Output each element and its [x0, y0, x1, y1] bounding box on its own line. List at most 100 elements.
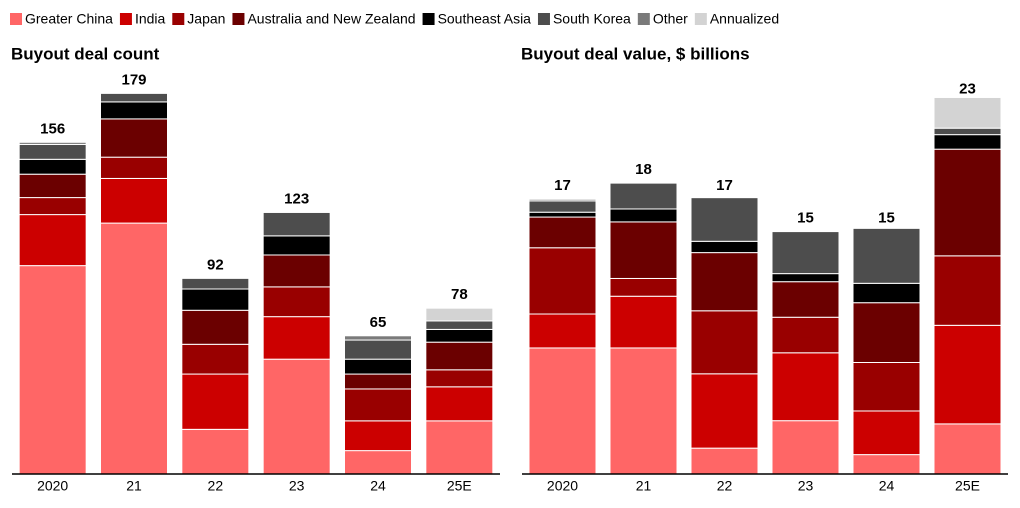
legend-label: South Korea — [553, 11, 631, 27]
legend-label: Australia and New Zealand — [247, 11, 415, 27]
bar-segment — [528, 200, 597, 213]
x-tick-label: 2020 — [37, 478, 68, 494]
bar-segment — [690, 310, 759, 375]
bar-segment — [852, 282, 921, 304]
total-label: 78 — [451, 286, 468, 303]
bar-segment — [425, 341, 494, 371]
legend-swatch — [637, 13, 650, 25]
bar-segment — [933, 127, 1002, 136]
bar-segment — [933, 324, 1002, 425]
bar-segment — [18, 143, 87, 160]
bar-segment — [852, 454, 921, 475]
bar-segment — [609, 221, 678, 279]
total-label: 92 — [207, 256, 224, 273]
bar-segment — [18, 265, 87, 475]
x-tick-label: 25E — [955, 478, 980, 494]
bar-segment — [100, 177, 168, 224]
legend-swatch — [10, 13, 22, 25]
bar-segment — [425, 420, 494, 475]
bar-segment — [528, 313, 597, 349]
bar-segment — [181, 343, 250, 375]
bar-segment — [18, 173, 87, 199]
chart-title: Buyout deal value, $ billions — [521, 44, 750, 63]
total-label: 18 — [635, 161, 652, 178]
bar-segment — [262, 286, 331, 318]
legend-swatch — [172, 13, 185, 25]
bar-segment — [933, 96, 1002, 129]
bar-segment — [181, 373, 250, 430]
x-tick-label: 25E — [447, 478, 472, 494]
bar-segment — [933, 148, 1002, 257]
bar-segment — [262, 211, 331, 237]
bar-segment — [609, 208, 678, 223]
bar-segment — [181, 428, 250, 475]
bar-segment — [344, 335, 412, 341]
bar-segment — [425, 369, 494, 388]
bar-segment — [528, 216, 597, 249]
x-tick-label: 2020 — [547, 478, 578, 494]
legend-swatch — [422, 13, 435, 25]
bar-segment — [852, 410, 921, 456]
bar-segment — [344, 358, 412, 375]
bar-segment — [344, 420, 412, 452]
bar-segment — [344, 388, 412, 422]
bar-segment — [771, 273, 840, 283]
bar-segment — [609, 182, 678, 210]
legend-label: Other — [653, 11, 688, 27]
bar-segment — [425, 386, 494, 422]
bar-segment — [690, 197, 759, 242]
bar-segment — [344, 339, 412, 360]
total-label: 179 — [121, 71, 146, 88]
total-label: 15 — [797, 210, 814, 227]
bar-segment — [100, 222, 168, 475]
bar-segment — [100, 118, 168, 158]
bar-segment — [690, 373, 759, 449]
bar-segment — [771, 231, 840, 275]
bar-segment — [181, 309, 250, 345]
x-tick-label: 22 — [717, 478, 733, 494]
x-tick-label: 21 — [636, 478, 652, 494]
legend-swatch — [119, 13, 132, 25]
bar-segment — [609, 277, 678, 297]
bar-segment — [528, 211, 597, 218]
x-tick-label: 23 — [798, 478, 814, 494]
bar-segment — [100, 101, 168, 120]
bar-segment — [100, 156, 168, 179]
legend-label: Annualized — [710, 11, 779, 27]
legend-swatch — [232, 13, 245, 25]
bar-segment — [852, 227, 921, 284]
bar-segment — [771, 352, 840, 422]
total-label: 65 — [370, 314, 387, 331]
total-label: 17 — [554, 177, 571, 194]
x-tick-label: 24 — [370, 478, 386, 494]
bar-segment — [18, 197, 87, 216]
legend-swatch — [694, 13, 707, 25]
bar-segment — [771, 281, 840, 318]
bar-segment — [933, 134, 1002, 150]
bar-segment — [771, 316, 840, 354]
bar-segment — [181, 288, 250, 311]
bar-segment — [528, 347, 597, 475]
bar-segment — [609, 295, 678, 349]
bar-segment — [262, 254, 331, 288]
bar-segment — [18, 158, 87, 175]
bar-segment — [425, 320, 494, 330]
bar-segment — [344, 450, 412, 475]
bar-segment — [18, 214, 87, 267]
bar-segment — [100, 92, 168, 103]
bar-segment — [852, 361, 921, 412]
bar-segment — [425, 307, 494, 322]
bar-segment — [609, 347, 678, 475]
bar-segment — [690, 252, 759, 312]
legend-label: Greater China — [25, 11, 113, 27]
x-tick-label: 21 — [126, 478, 142, 494]
total-label: 17 — [716, 177, 733, 194]
bar-segment — [181, 277, 250, 290]
bar-segment — [933, 255, 1002, 326]
bar-segment — [425, 328, 494, 343]
x-tick-label: 22 — [208, 478, 224, 494]
legend-label: Japan — [187, 11, 225, 27]
bar-segment — [262, 358, 331, 475]
total-label: 23 — [959, 80, 976, 97]
